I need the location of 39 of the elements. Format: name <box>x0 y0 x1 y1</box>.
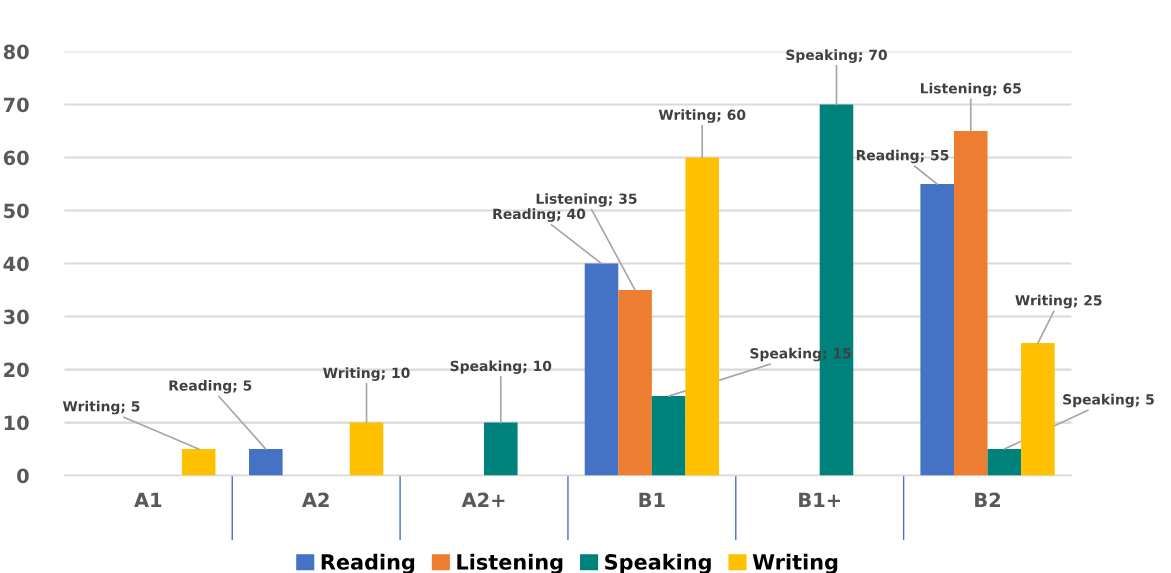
y-tick-label: 20 <box>4 362 29 378</box>
data-label: Listening; 35 <box>536 193 637 207</box>
x-tick-label: A2+ <box>461 492 505 508</box>
data-label: Speaking; 70 <box>786 49 887 63</box>
bar <box>953 131 988 476</box>
bar <box>618 290 652 476</box>
bar <box>584 263 619 476</box>
y-tick-label: 10 <box>4 415 29 431</box>
data-label: Writing; 25 <box>1015 294 1102 309</box>
bar <box>1021 343 1055 476</box>
data-label: Reading; 5 <box>169 379 252 394</box>
y-tick-label: 0 <box>17 468 29 484</box>
bar <box>651 396 686 476</box>
x-tick-label: A1 <box>134 492 162 508</box>
bar <box>685 157 719 476</box>
data-label: Writing; 5 <box>62 400 140 415</box>
x-tick-label: B1 <box>639 492 665 508</box>
bar <box>920 184 954 476</box>
bar <box>987 449 1022 476</box>
data-label: Reading; 40 <box>493 208 586 222</box>
data-label: Writing; 60 <box>658 109 746 123</box>
y-tick-label: 80 <box>3 44 29 60</box>
x-tick-label: A2 <box>301 492 329 508</box>
x-tick-label: B1+ <box>799 492 840 508</box>
y-tick-label: 60 <box>3 150 29 166</box>
bar <box>349 422 384 476</box>
bar <box>249 449 283 476</box>
data-label: Reading; 55 <box>856 149 949 164</box>
data-label: Listening; 65 <box>920 82 1021 97</box>
y-tick-label: 50 <box>4 203 29 219</box>
bar <box>181 449 216 476</box>
data-label: Speaking; 10 <box>450 360 552 374</box>
x-tick-label: B2 <box>975 492 1001 508</box>
bar <box>484 422 518 476</box>
y-tick-label: 30 <box>3 309 29 325</box>
data-label: Writing; 10 <box>323 367 410 381</box>
y-tick-label: 40 <box>3 256 29 272</box>
y-tick-label: 70 <box>3 97 29 113</box>
data-label: Speaking; 5 <box>1063 393 1154 408</box>
